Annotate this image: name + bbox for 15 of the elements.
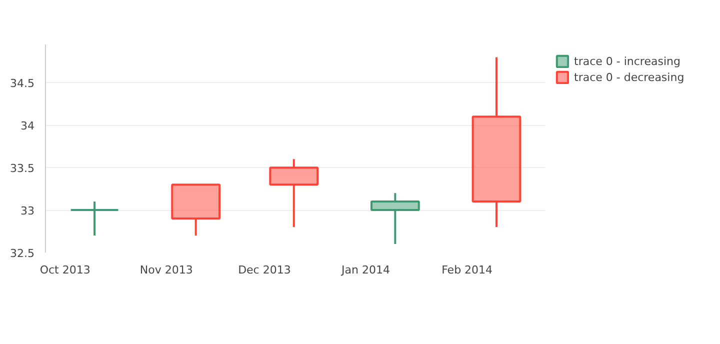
y-tick-label: 32.5 bbox=[10, 247, 35, 260]
y-tick-label: 34 bbox=[20, 120, 35, 133]
y-tick-label: 33.5 bbox=[10, 162, 35, 176]
y-tick-label: 33 bbox=[20, 204, 35, 218]
candlestick bbox=[370, 192, 420, 246]
x-tick-label: Dec 2013 bbox=[238, 264, 291, 276]
x-tick-label: Jan 2014 bbox=[340, 264, 390, 276]
y-tick-label: 34.5 bbox=[10, 77, 35, 90]
x-tick-label: Feb 2014 bbox=[442, 264, 493, 276]
x-tick-label: Oct 2013 bbox=[40, 264, 90, 276]
candlestick bbox=[472, 56, 522, 228]
candlestick bbox=[269, 158, 319, 228]
legend-label: trace 0 - decreasing bbox=[574, 70, 684, 84]
x-tick-label: Nov 2013 bbox=[140, 264, 193, 276]
legend-label: trace 0 - increasing bbox=[574, 54, 680, 68]
